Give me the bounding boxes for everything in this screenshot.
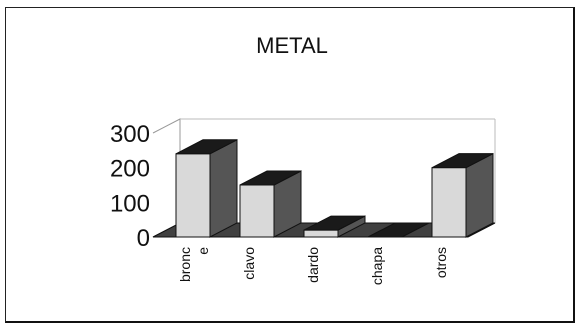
x-tick-label-line: bronc bbox=[177, 247, 193, 282]
y-tick-label: 200 bbox=[110, 156, 150, 183]
x-tick-label-line: clavo bbox=[241, 247, 257, 280]
bar-front bbox=[239, 184, 275, 238]
bar bbox=[239, 170, 302, 238]
bar-top bbox=[303, 215, 366, 231]
y-tick-label: 0 bbox=[137, 225, 150, 252]
bar bbox=[367, 222, 430, 238]
bar-front bbox=[175, 153, 211, 238]
bar-top bbox=[367, 222, 430, 238]
bar bbox=[303, 215, 366, 238]
bar-side bbox=[209, 138, 238, 238]
bar-side bbox=[465, 152, 494, 238]
bar-top bbox=[431, 153, 494, 169]
x-tick-label-line: e bbox=[195, 247, 211, 255]
x-tick-label: dardo bbox=[305, 247, 321, 283]
bar bbox=[175, 138, 238, 238]
x-axis: bronc e clavo dardo chapa otros bbox=[177, 247, 449, 285]
x-tick-label: chapa bbox=[369, 247, 385, 285]
y-tick-label: 100 bbox=[110, 190, 150, 217]
bar bbox=[431, 152, 494, 238]
bar-top bbox=[175, 139, 238, 155]
x-tick-label: bronc e bbox=[177, 247, 211, 282]
bar-front bbox=[431, 167, 467, 238]
x-tick-label-line: dardo bbox=[305, 247, 321, 283]
y-tick-label: 300 bbox=[110, 121, 150, 148]
chart-title: METAL bbox=[256, 33, 328, 58]
y-axis: 0 100 200 300 bbox=[110, 121, 150, 252]
x-tick-label-line: chapa bbox=[369, 247, 385, 285]
x-tick-label-line: otros bbox=[433, 247, 449, 278]
bars bbox=[175, 138, 494, 238]
bar-front bbox=[303, 229, 339, 238]
x-tick-label: clavo bbox=[241, 247, 257, 280]
x-tick-label: otros bbox=[433, 247, 449, 278]
bar-top bbox=[239, 170, 302, 186]
